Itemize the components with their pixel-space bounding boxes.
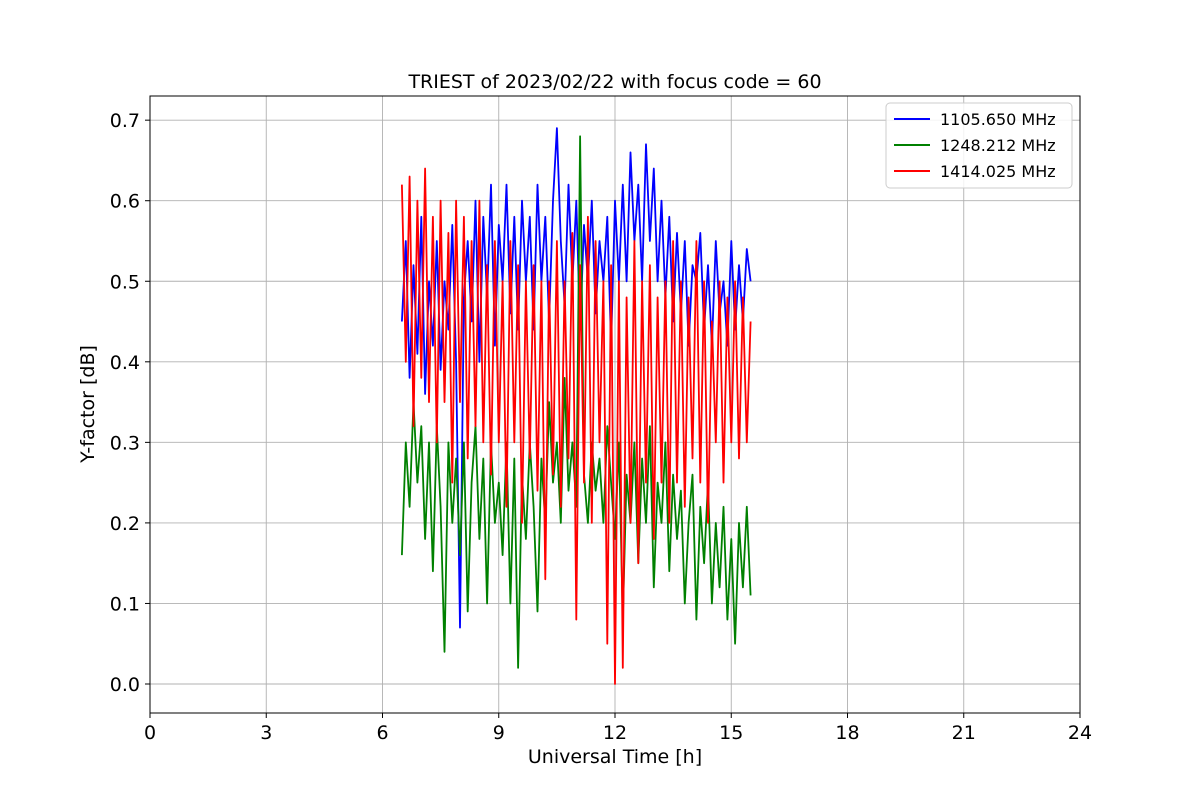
y-tick-label: 0.2 bbox=[110, 513, 140, 535]
y-tick-label: 0.7 bbox=[110, 110, 140, 132]
x-tick-label: 18 bbox=[835, 722, 859, 744]
x-tick-label: 24 bbox=[1068, 722, 1092, 744]
y-axis-label: Y-factor [dB] bbox=[77, 345, 99, 464]
series-line-3 bbox=[401, 167, 752, 685]
x-tick-label: 6 bbox=[376, 722, 388, 744]
x-axis-ticks: 0 3 6 9 12 15 18 21 24 bbox=[144, 713, 1092, 744]
x-tick-label: 9 bbox=[493, 722, 505, 744]
series-line-1 bbox=[401, 127, 752, 629]
x-tick-label: 3 bbox=[260, 722, 272, 744]
y-tick-label: 0.5 bbox=[110, 271, 140, 293]
x-tick-label: 12 bbox=[603, 722, 627, 744]
y-tick-label: 0.6 bbox=[110, 191, 140, 213]
x-tick-label: 15 bbox=[719, 722, 743, 744]
y-tick-label: 0.4 bbox=[110, 352, 140, 374]
chart-title: TRIEST of 2023/02/22 with focus code = 6… bbox=[407, 71, 821, 93]
y-tick-label: 0.3 bbox=[110, 432, 140, 454]
legend-box bbox=[885, 102, 1073, 189]
series-lines bbox=[401, 127, 752, 685]
y-axis-ticks: 0.0 0.1 0.2 0.3 0.4 0.5 0.6 0.7 bbox=[110, 110, 150, 696]
y-tick-label: 0.0 bbox=[110, 674, 140, 696]
legend-label-2: 1248.212 MHz bbox=[940, 136, 1056, 155]
y-tick-label: 0.1 bbox=[110, 593, 140, 615]
x-axis-label: Universal Time [h] bbox=[528, 746, 702, 768]
x-tick-label: 0 bbox=[144, 722, 156, 744]
x-tick-label: 21 bbox=[952, 722, 976, 744]
legend-label-1: 1105.650 MHz bbox=[940, 110, 1056, 129]
legend: 1105.650 MHz 1248.212 MHz 1414.025 MHz bbox=[885, 102, 1073, 189]
legend-label-3: 1414.025 MHz bbox=[940, 162, 1056, 181]
series-line-2 bbox=[401, 135, 752, 669]
grid bbox=[149, 96, 1081, 713]
